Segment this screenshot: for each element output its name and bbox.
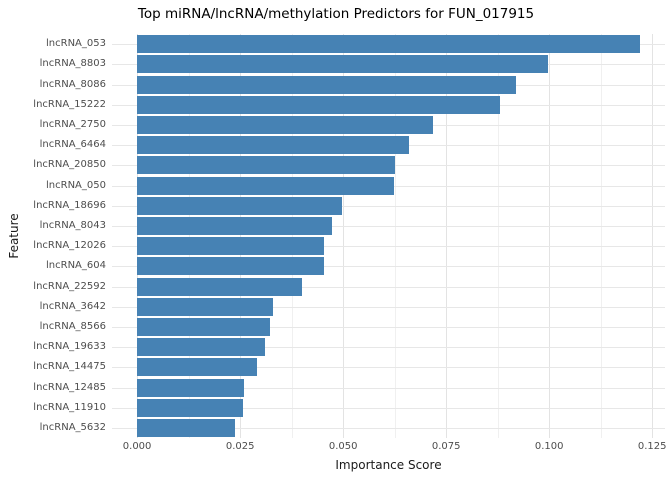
y-tick-label: lncRNA_8566 — [39, 320, 106, 332]
minor-gridline — [188, 34, 190, 438]
bar-lncRNA_8566 — [137, 317, 270, 336]
bar-lncRNA_8043 — [137, 216, 332, 235]
bar-lncRNA_3642 — [137, 297, 274, 316]
bar-lncRNA_11910 — [137, 398, 243, 417]
chart-title: Top miRNA/lncRNA/methylation Predictors … — [137, 6, 535, 22]
major-gridline — [343, 34, 345, 438]
major-gridline — [137, 34, 139, 438]
category-gridline — [112, 205, 665, 207]
major-gridline — [240, 34, 242, 438]
bar-lncRNA_14475 — [137, 358, 258, 377]
y-tick-label: lncRNA_14475 — [33, 361, 106, 373]
minor-gridline — [497, 34, 499, 438]
x-tick-label: 0.075 — [431, 441, 461, 452]
category-gridline — [112, 347, 665, 349]
x-tick-label: 0.000 — [122, 441, 152, 452]
bar-lncRNA_8803 — [137, 55, 549, 74]
category-gridline — [112, 246, 665, 248]
y-tick-label: lncRNA_5632 — [39, 421, 106, 433]
category-gridline — [112, 367, 665, 369]
major-gridline — [549, 34, 551, 438]
y-tick-label: lncRNA_22592 — [33, 280, 106, 292]
y-tick-label: lncRNA_8086 — [39, 78, 106, 90]
category-gridline — [112, 306, 665, 308]
bar-lncRNA_604 — [137, 257, 324, 276]
bar-lncRNA_15222 — [137, 95, 501, 114]
bar-lncRNA_050 — [137, 176, 394, 195]
y-tick-label: lncRNA_2750 — [39, 118, 106, 130]
bar-lncRNA_8086 — [137, 75, 516, 94]
x-axis-tick-labels: 0.000 0.025 0.050 0.075 0.100 0.125 — [112, 441, 667, 453]
bar-lncRNA_18696 — [137, 196, 343, 215]
category-gridline — [112, 326, 665, 328]
y-tick-label: lncRNA_053 — [46, 38, 106, 50]
x-tick-label: 0.050 — [328, 441, 358, 452]
y-tick-label: lncRNA_604 — [46, 260, 106, 272]
minor-gridline — [394, 34, 396, 438]
y-axis-tick-labels: lncRNA_053 lncRNA_8803 lncRNA_8086 lncRNA_1… — [0, 34, 106, 438]
y-tick-label: lncRNA_12026 — [33, 240, 106, 252]
y-tick-label: lncRNA_8043 — [39, 219, 106, 231]
y-tick-label: lncRNA_20850 — [33, 159, 106, 171]
minor-gridline — [600, 34, 602, 438]
bar-lncRNA_6464 — [137, 136, 410, 155]
bar-lncRNA_12485 — [137, 378, 244, 397]
x-axis-title: Importance Score — [335, 458, 442, 472]
major-gridline — [446, 34, 448, 438]
x-tick-label: 0.100 — [534, 441, 564, 452]
y-tick-label: lncRNA_050 — [46, 179, 106, 191]
x-tick-label: 0.025 — [225, 441, 255, 452]
bar-lncRNA_19633 — [137, 338, 265, 357]
y-tick-label: lncRNA_3642 — [39, 300, 106, 312]
y-tick-label: lncRNA_19633 — [33, 341, 106, 353]
category-gridline — [112, 387, 665, 389]
y-tick-label: lncRNA_12485 — [33, 381, 106, 393]
bar-lncRNA_12026 — [137, 237, 325, 256]
category-gridline — [112, 427, 665, 429]
y-tick-label: lncRNA_11910 — [33, 401, 106, 413]
minor-gridline — [291, 34, 293, 438]
bar-lncRNA_5632 — [137, 418, 235, 437]
bar-lncRNA_22592 — [137, 277, 302, 296]
category-gridline — [112, 266, 665, 268]
category-gridline — [112, 407, 665, 409]
bar-lncRNA_20850 — [137, 156, 396, 175]
bar-lncRNA_2750 — [137, 115, 433, 134]
category-gridline — [112, 225, 665, 227]
category-gridline — [112, 286, 665, 288]
y-tick-label: lncRNA_8803 — [39, 58, 106, 70]
x-tick-label: 0.125 — [637, 441, 667, 452]
y-tick-label: lncRNA_15222 — [33, 98, 106, 110]
y-tick-label: lncRNA_6464 — [39, 139, 106, 151]
plot-panel — [112, 34, 665, 438]
major-gridline — [652, 34, 654, 438]
bar-lncRNA_053 — [137, 35, 641, 54]
y-tick-label: lncRNA_18696 — [33, 199, 106, 211]
